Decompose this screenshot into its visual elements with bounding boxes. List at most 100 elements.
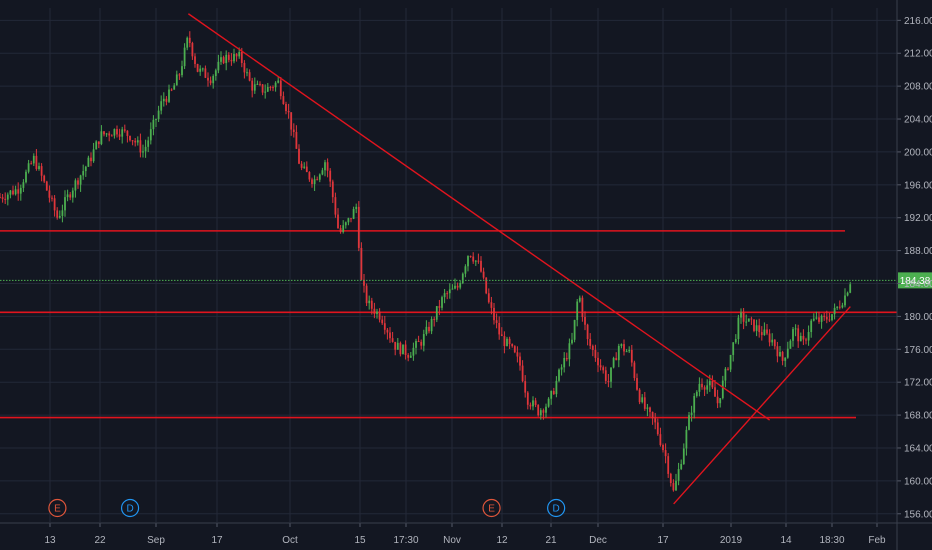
candle-body — [14, 189, 17, 195]
candle-body — [199, 68, 202, 72]
candle-body — [183, 47, 186, 67]
candle-body — [849, 284, 852, 293]
candle-body — [188, 37, 191, 43]
event-marker[interactable] — [547, 498, 566, 518]
candle-body — [79, 175, 82, 185]
candle-body — [287, 110, 290, 113]
candle-body — [636, 378, 638, 390]
candle-body — [818, 317, 820, 322]
candle-body — [305, 166, 308, 173]
event-marker[interactable] — [48, 498, 67, 518]
candle-body — [149, 129, 152, 141]
candle-body — [474, 260, 477, 262]
candle-body — [360, 247, 363, 280]
candle-body — [807, 332, 810, 341]
price-axis[interactable]: 216.00 212.00 208.00 204.00 200.00 196.00 192.… — [896, 0, 932, 550]
x-tick-label: Oct — [282, 535, 298, 546]
candle-body — [620, 344, 623, 346]
y-tick-label: 204.00 — [904, 115, 932, 126]
event-marker[interactable] — [482, 498, 501, 518]
candle-body — [643, 397, 646, 409]
candle-body — [38, 166, 40, 169]
candle-body — [108, 133, 111, 136]
candle-body — [526, 392, 529, 405]
candle-body — [318, 174, 321, 180]
candle-body — [6, 194, 9, 200]
candle-body — [129, 135, 131, 141]
candle-body — [711, 381, 714, 388]
horizontal-levels[interactable] — [0, 230, 897, 419]
time-axis[interactable]: 13 22 Sep 17 Oct 15 17:30 Nov 12 21 Dec 17 2019 14 18:… — [0, 522, 932, 546]
candle-body — [178, 74, 181, 76]
candle-body — [300, 163, 303, 168]
candle-body — [43, 175, 46, 182]
y-tick-label: 192.00 — [904, 213, 932, 224]
candle-body — [467, 256, 469, 267]
candle-body — [155, 119, 157, 121]
candle-body — [823, 315, 826, 317]
candle-body — [534, 400, 537, 405]
candle-body — [331, 181, 334, 198]
candle-body — [563, 357, 566, 368]
event-marker[interactable] — [120, 498, 140, 518]
candle-body — [329, 170, 332, 182]
candle-body — [90, 157, 92, 162]
candle-body — [204, 68, 207, 78]
candle-body — [727, 368, 729, 370]
candle-body — [805, 339, 807, 341]
candle-body — [357, 206, 360, 248]
candle-body — [610, 367, 612, 382]
candle-body — [259, 83, 261, 85]
candle-body — [740, 312, 742, 318]
candle-body — [667, 456, 670, 474]
candle-body — [53, 198, 56, 211]
candle-body — [214, 70, 217, 77]
trend-line[interactable] — [673, 306, 851, 505]
candle-body — [376, 311, 378, 314]
candle-body — [27, 163, 30, 172]
candle-body — [77, 180, 79, 185]
y-tick-label: 184.00 — [904, 279, 932, 290]
candle-body — [74, 180, 77, 191]
candle-body — [373, 308, 376, 314]
last-price-label: 184.38 — [900, 276, 931, 287]
candle-body — [779, 351, 781, 357]
trend-lines[interactable] — [187, 13, 851, 505]
candle-body — [612, 358, 615, 368]
y-tick-label: 188.00 — [904, 246, 932, 257]
candle-body — [365, 285, 368, 304]
candle-body — [578, 297, 581, 302]
candle-body — [1, 197, 4, 199]
candle-body — [485, 277, 488, 294]
candle-body — [235, 54, 238, 57]
candle-body — [461, 273, 464, 283]
candle-body — [313, 179, 316, 185]
candle-body — [4, 198, 7, 200]
candle-body — [454, 285, 456, 289]
candle-body — [721, 380, 724, 399]
trend-line[interactable] — [187, 13, 771, 421]
x-tick-label: 17:30 — [393, 535, 418, 546]
candle-body — [547, 398, 550, 407]
candle-body — [490, 302, 493, 308]
candle-body — [672, 483, 675, 491]
y-tick-label: 160.00 — [904, 476, 932, 487]
candle-body — [430, 318, 433, 332]
candle-body — [545, 406, 547, 413]
candle-body — [175, 74, 178, 86]
candle-body — [370, 300, 373, 309]
candle-body — [261, 84, 264, 93]
candle-body — [690, 412, 693, 416]
candle-body — [615, 358, 618, 361]
candle-body — [222, 57, 225, 64]
candle-body — [134, 140, 137, 143]
candle-body — [438, 306, 441, 308]
x-tick-label: Nov — [443, 535, 461, 546]
event-marker-label: D — [553, 504, 560, 515]
candle-body — [32, 155, 35, 164]
candle-body — [685, 429, 688, 449]
candle-body — [714, 387, 716, 397]
